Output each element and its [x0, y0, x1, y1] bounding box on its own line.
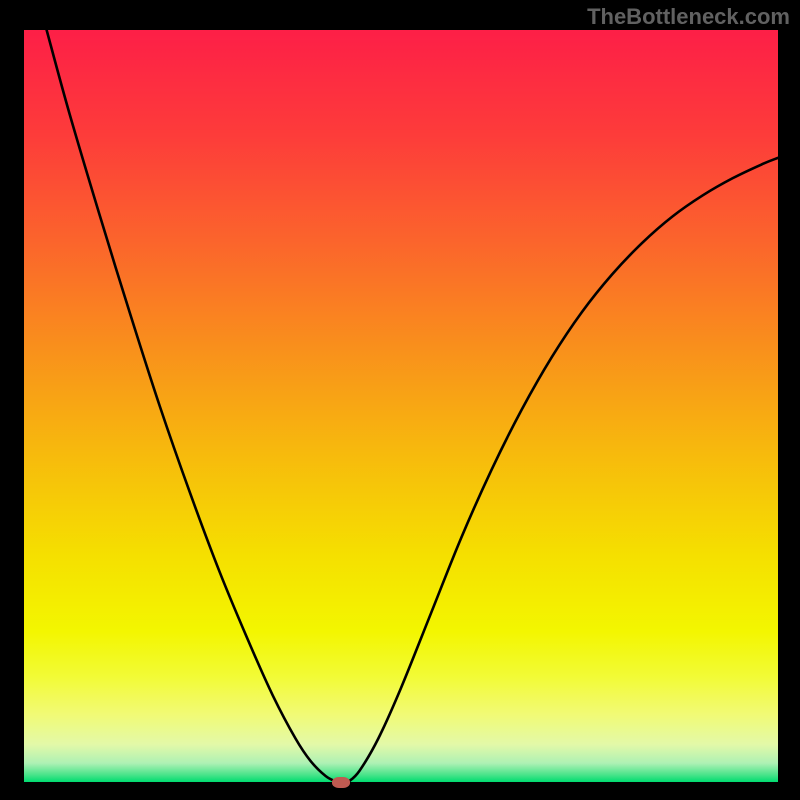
plot-area	[24, 30, 778, 782]
curve-left-branch	[47, 30, 337, 782]
minimum-marker	[332, 777, 350, 788]
curve-svg	[24, 30, 778, 782]
chart-container: TheBottleneck.com	[0, 0, 800, 800]
watermark-label: TheBottleneck.com	[587, 4, 790, 30]
curve-right-branch	[348, 158, 778, 782]
